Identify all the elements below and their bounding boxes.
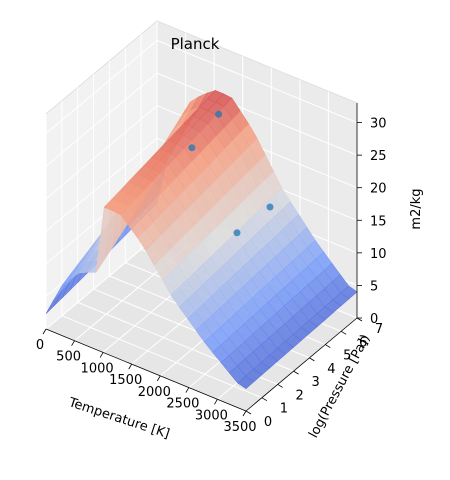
y-tick-label: 2: [296, 388, 304, 403]
axis-lines: [42, 103, 363, 417]
scatter-point: [215, 110, 223, 118]
x-tick-mark: [214, 399, 218, 405]
chart-title: Planck: [171, 35, 220, 53]
z-tick-label: 10: [370, 247, 387, 262]
x-tick-mark: [185, 387, 190, 393]
x-tick-label: 0: [36, 338, 44, 353]
z-tick-label: 5: [370, 279, 378, 294]
x-tick-label: 3000: [195, 408, 228, 423]
y-tick-mark: [309, 357, 315, 362]
gridline-value: [45, 105, 358, 200]
x-tick-label: 500: [56, 350, 81, 365]
z-axis-label: m2/kg: [409, 188, 424, 229]
y-tick-mark: [325, 344, 331, 348]
y-tick-mark: [340, 330, 347, 335]
y-tick-label: 1: [280, 402, 288, 417]
x-tick-label: 3500: [223, 420, 256, 435]
y-tick-label: 3: [311, 375, 319, 390]
y-tick-mark: [245, 410, 252, 415]
x-tick-mark: [156, 375, 161, 382]
scatter-point: [233, 229, 241, 237]
z-tick-label: 20: [370, 182, 387, 197]
z-tick-label: 25: [370, 149, 387, 164]
x-tick-mark: [128, 363, 133, 370]
x-tick-mark: [242, 410, 247, 417]
scatter-point: [266, 203, 274, 211]
y-axis-line: [245, 317, 358, 412]
z-tick-label: 15: [370, 214, 387, 229]
scatter-points: [188, 110, 274, 237]
y-tick-mark: [293, 370, 299, 375]
scatter-point: [188, 144, 196, 152]
surface-cell: [237, 375, 255, 389]
x-tick-label: 2000: [138, 385, 171, 400]
y-tick-label: 0: [264, 415, 272, 430]
y-tick-label: 7: [375, 322, 383, 337]
y-tick-mark: [356, 317, 363, 322]
y-tick-label: 6: [359, 335, 367, 350]
x-tick-mark: [42, 328, 47, 335]
x-axis-label: Temperature [K]: [66, 395, 172, 442]
x-tick-mark: [99, 352, 104, 358]
gridline-value: [45, 39, 358, 134]
x-tick-label: 2500: [166, 397, 199, 412]
x-tick-mark: [71, 340, 75, 346]
gridline-value: [45, 72, 358, 167]
x-axis-line: [45, 328, 247, 412]
y-tick-mark: [261, 397, 268, 402]
x-tick-label: 1500: [109, 373, 142, 388]
surface-mesh: [45, 90, 358, 389]
y-tick-mark: [277, 384, 283, 388]
z-tick-label: 0: [370, 312, 378, 327]
gridline-value: [45, 137, 358, 232]
x-tick-label: 1000: [81, 361, 114, 376]
z-tick-label: 30: [370, 117, 387, 132]
y-tick-label: 4: [327, 362, 335, 377]
y-tick-label: 5: [343, 349, 351, 364]
